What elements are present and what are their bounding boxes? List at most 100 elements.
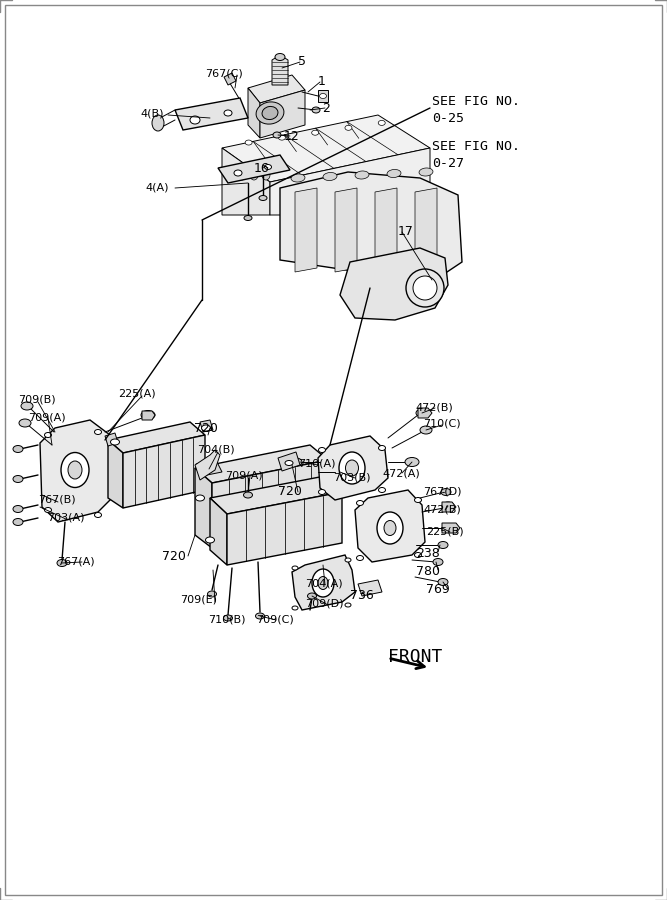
Text: 709(A): 709(A) — [28, 412, 65, 422]
Text: 225(A): 225(A) — [118, 388, 155, 398]
Ellipse shape — [311, 130, 319, 135]
Ellipse shape — [190, 116, 200, 124]
Polygon shape — [260, 90, 305, 138]
Ellipse shape — [292, 566, 298, 570]
Polygon shape — [375, 188, 397, 272]
Polygon shape — [222, 148, 270, 215]
Ellipse shape — [95, 512, 101, 517]
Ellipse shape — [278, 135, 285, 140]
Ellipse shape — [319, 490, 325, 494]
Ellipse shape — [45, 433, 51, 437]
Text: 238: 238 — [416, 547, 440, 560]
Ellipse shape — [319, 447, 325, 453]
Polygon shape — [105, 433, 118, 446]
Text: 709(A): 709(A) — [225, 470, 263, 480]
Ellipse shape — [356, 555, 364, 561]
Ellipse shape — [318, 577, 328, 590]
Ellipse shape — [438, 542, 448, 548]
Polygon shape — [248, 75, 305, 103]
Polygon shape — [340, 248, 448, 320]
Ellipse shape — [377, 512, 403, 544]
Polygon shape — [295, 188, 317, 272]
Ellipse shape — [419, 168, 433, 176]
Text: FRONT: FRONT — [388, 648, 442, 666]
Ellipse shape — [258, 161, 268, 168]
Text: 1: 1 — [318, 75, 326, 88]
Ellipse shape — [345, 558, 351, 562]
Polygon shape — [442, 523, 460, 533]
Ellipse shape — [95, 429, 101, 435]
Ellipse shape — [141, 410, 155, 419]
Text: 704(B): 704(B) — [197, 444, 235, 454]
Text: 720: 720 — [162, 550, 186, 563]
Ellipse shape — [420, 426, 432, 434]
Text: 12: 12 — [284, 130, 299, 143]
Text: 780: 780 — [416, 565, 440, 578]
Polygon shape — [142, 411, 155, 420]
Ellipse shape — [259, 195, 267, 201]
Ellipse shape — [61, 453, 89, 488]
Text: 2: 2 — [322, 102, 330, 115]
Ellipse shape — [406, 269, 444, 307]
Ellipse shape — [441, 489, 451, 496]
Ellipse shape — [13, 518, 23, 526]
Ellipse shape — [13, 446, 23, 453]
Ellipse shape — [265, 165, 271, 169]
Polygon shape — [108, 422, 205, 453]
Ellipse shape — [414, 498, 422, 502]
Ellipse shape — [223, 615, 233, 621]
Text: 16: 16 — [254, 162, 269, 175]
Ellipse shape — [292, 606, 298, 610]
Ellipse shape — [356, 500, 364, 506]
Ellipse shape — [45, 508, 51, 512]
Ellipse shape — [207, 591, 217, 597]
Polygon shape — [292, 555, 355, 610]
Text: 5: 5 — [298, 55, 306, 68]
Ellipse shape — [19, 419, 31, 427]
Ellipse shape — [312, 107, 320, 113]
Ellipse shape — [384, 520, 396, 536]
Text: 709(B): 709(B) — [18, 395, 55, 405]
Polygon shape — [218, 155, 290, 183]
Ellipse shape — [238, 170, 246, 180]
Ellipse shape — [355, 171, 369, 179]
Ellipse shape — [291, 174, 305, 182]
Text: SEE FIG NO.: SEE FIG NO. — [432, 95, 520, 108]
Text: 472(B): 472(B) — [415, 402, 453, 412]
Ellipse shape — [152, 115, 164, 131]
Ellipse shape — [57, 560, 67, 566]
Text: 767(A): 767(A) — [57, 557, 95, 567]
Polygon shape — [335, 188, 357, 272]
Polygon shape — [108, 440, 123, 508]
Polygon shape — [272, 55, 288, 85]
Ellipse shape — [262, 170, 270, 180]
Ellipse shape — [413, 276, 437, 300]
Polygon shape — [175, 98, 248, 130]
Ellipse shape — [224, 110, 232, 116]
Text: 720: 720 — [194, 422, 218, 435]
Ellipse shape — [307, 593, 317, 599]
Ellipse shape — [262, 106, 278, 120]
Text: 710(B): 710(B) — [208, 615, 245, 625]
Polygon shape — [222, 115, 430, 182]
Polygon shape — [40, 420, 112, 522]
Text: 704(A): 704(A) — [305, 578, 343, 588]
Polygon shape — [227, 492, 342, 565]
Ellipse shape — [414, 553, 422, 557]
Ellipse shape — [312, 569, 334, 597]
Polygon shape — [270, 148, 430, 215]
Text: 0-27: 0-27 — [432, 157, 464, 170]
Ellipse shape — [416, 409, 428, 417]
Ellipse shape — [111, 439, 119, 445]
Ellipse shape — [275, 53, 285, 60]
Ellipse shape — [245, 140, 252, 145]
Text: 736: 736 — [350, 589, 374, 602]
Ellipse shape — [290, 458, 302, 466]
Polygon shape — [200, 420, 213, 432]
Polygon shape — [224, 73, 236, 85]
Ellipse shape — [345, 603, 351, 607]
Ellipse shape — [13, 506, 23, 512]
Ellipse shape — [273, 132, 281, 138]
Ellipse shape — [387, 169, 401, 177]
Polygon shape — [355, 490, 425, 562]
